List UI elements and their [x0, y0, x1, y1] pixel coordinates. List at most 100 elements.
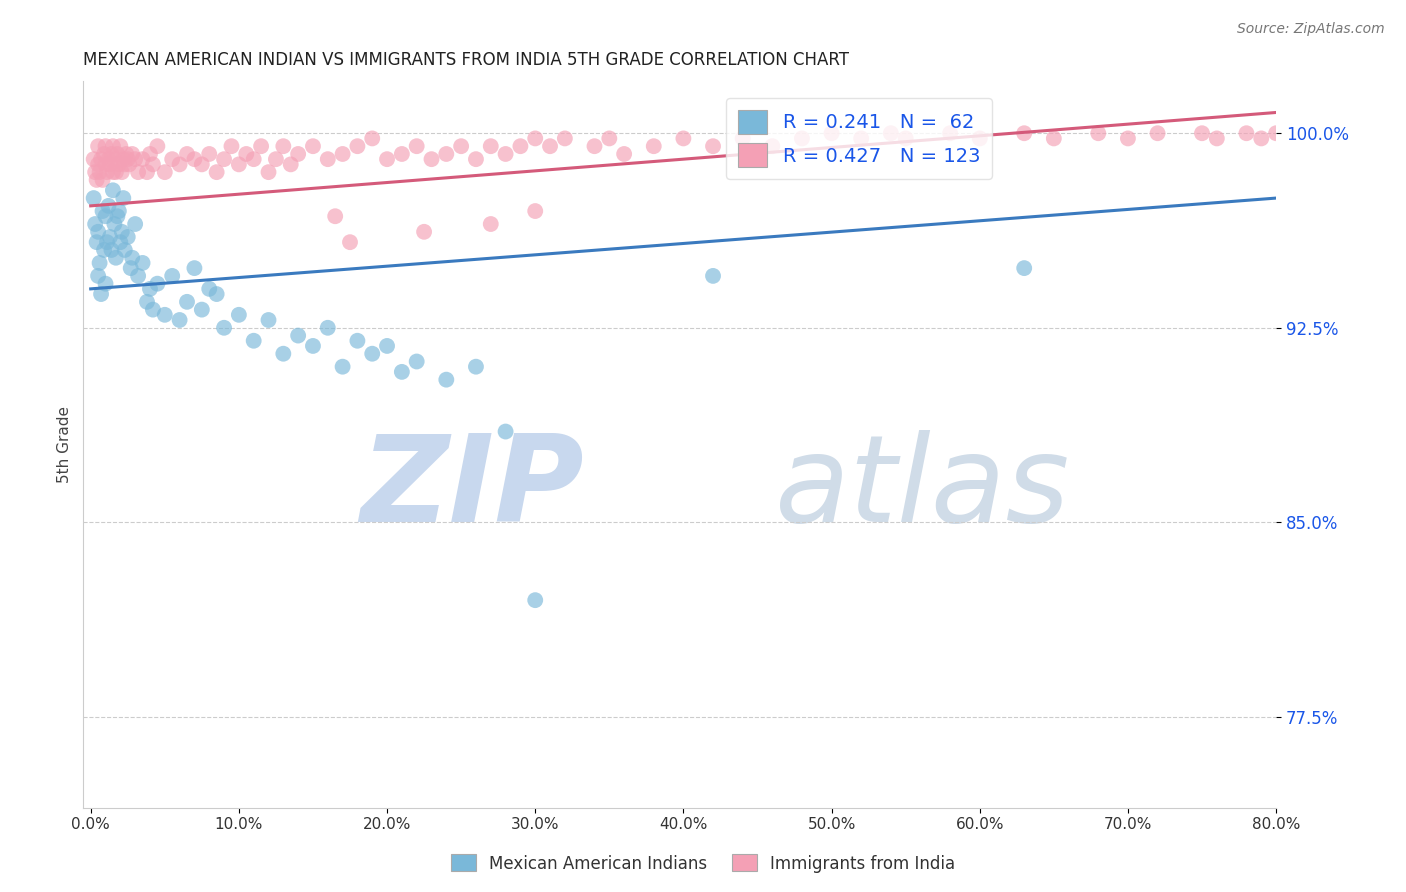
Point: [105, 209, 128, 223]
Text: ZIP: ZIP: [360, 430, 585, 547]
Point: [538, 139, 561, 153]
Point: [87, 225, 110, 239]
Point: [280, 157, 302, 171]
Point: [131, 256, 153, 270]
Point: [323, 209, 346, 223]
Point: [361, 347, 384, 361]
Point: [112, 152, 135, 166]
Point: [1265, 126, 1288, 140]
Point: [139, 282, 162, 296]
Point: [104, 165, 127, 179]
Point: [702, 268, 724, 283]
Point: [434, 373, 457, 387]
Point: [1116, 131, 1139, 145]
Point: [212, 152, 235, 166]
Point: [339, 235, 361, 249]
Point: [302, 139, 325, 153]
Point: [101, 165, 124, 179]
Point: [287, 147, 309, 161]
Point: [509, 139, 531, 153]
Point: [131, 152, 153, 166]
Point: [524, 131, 547, 145]
Point: [524, 204, 547, 219]
Point: [176, 147, 198, 161]
Y-axis label: 5th Grade: 5th Grade: [58, 406, 72, 483]
Point: [242, 152, 264, 166]
Point: [101, 139, 124, 153]
Point: [111, 165, 134, 179]
Point: [93, 243, 115, 257]
Point: [969, 131, 991, 145]
Point: [257, 313, 280, 327]
Point: [316, 320, 339, 334]
Point: [139, 147, 162, 161]
Point: [465, 152, 488, 166]
Point: [124, 217, 146, 231]
Point: [98, 157, 121, 171]
Point: [100, 243, 122, 257]
Point: [87, 268, 110, 283]
Point: [420, 152, 443, 166]
Point: [121, 251, 143, 265]
Point: [127, 268, 149, 283]
Point: [104, 251, 127, 265]
Point: [169, 157, 191, 171]
Point: [198, 282, 221, 296]
Point: [643, 139, 665, 153]
Point: [191, 302, 214, 317]
Point: [851, 131, 873, 145]
Point: [96, 165, 118, 179]
Point: [264, 152, 287, 166]
Point: [613, 147, 636, 161]
Point: [183, 152, 205, 166]
Point: [105, 147, 128, 161]
Point: [479, 139, 502, 153]
Point: [96, 235, 118, 249]
Point: [103, 217, 125, 231]
Point: [316, 152, 339, 166]
Point: [112, 191, 135, 205]
Point: [118, 157, 141, 171]
Point: [117, 230, 139, 244]
Point: [257, 165, 280, 179]
Point: [136, 294, 159, 309]
Point: [332, 147, 354, 161]
Point: [761, 139, 783, 153]
Legend: R = 0.241   N =  62, R = 0.427   N = 123: R = 0.241 N = 62, R = 0.427 N = 123: [727, 98, 993, 178]
Text: Source: ZipAtlas.com: Source: ZipAtlas.com: [1237, 22, 1385, 37]
Point: [375, 339, 398, 353]
Point: [1250, 131, 1272, 145]
Point: [191, 157, 214, 171]
Point: [94, 209, 117, 223]
Point: [84, 217, 107, 231]
Point: [1191, 126, 1213, 140]
Point: [894, 131, 917, 145]
Point: [273, 139, 295, 153]
Point: [127, 165, 149, 179]
Point: [103, 152, 125, 166]
Point: [702, 139, 724, 153]
Point: [87, 139, 110, 153]
Point: [115, 147, 138, 161]
Point: [413, 225, 436, 239]
Point: [450, 139, 472, 153]
Point: [391, 365, 413, 379]
Point: [183, 261, 205, 276]
Point: [375, 152, 398, 166]
Point: [93, 147, 115, 161]
Point: [142, 157, 165, 171]
Point: [221, 139, 243, 153]
Point: [121, 147, 143, 161]
Point: [114, 157, 136, 171]
Point: [91, 173, 114, 187]
Point: [153, 165, 176, 179]
Point: [90, 152, 112, 166]
Point: [346, 334, 368, 348]
Point: [820, 126, 842, 140]
Point: [124, 152, 146, 166]
Point: [302, 339, 325, 353]
Point: [97, 199, 120, 213]
Point: [110, 235, 132, 249]
Point: [332, 359, 354, 374]
Point: [87, 157, 110, 171]
